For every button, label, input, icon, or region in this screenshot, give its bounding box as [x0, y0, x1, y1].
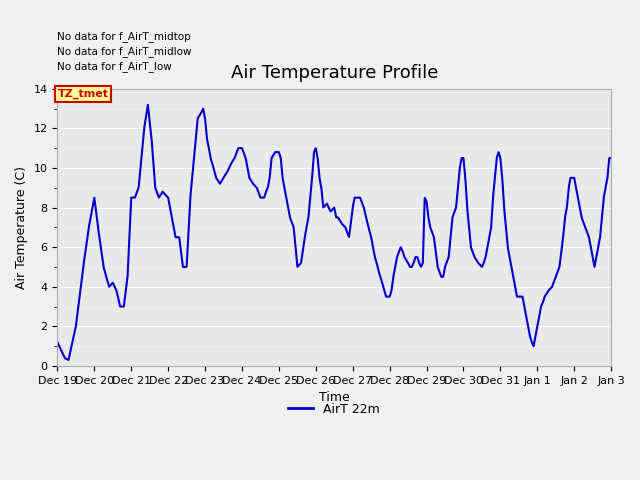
Text: No data for f_AirT_midlow: No data for f_AirT_midlow	[58, 46, 192, 57]
Legend: AirT 22m: AirT 22m	[284, 397, 385, 420]
Text: TZ_tmet: TZ_tmet	[58, 89, 108, 99]
Text: No data for f_AirT_midtop: No data for f_AirT_midtop	[58, 31, 191, 42]
X-axis label: Time: Time	[319, 391, 349, 404]
Title: Air Temperature Profile: Air Temperature Profile	[230, 64, 438, 82]
Y-axis label: Air Temperature (C): Air Temperature (C)	[15, 166, 28, 289]
Text: No data for f_AirT_low: No data for f_AirT_low	[58, 61, 172, 72]
